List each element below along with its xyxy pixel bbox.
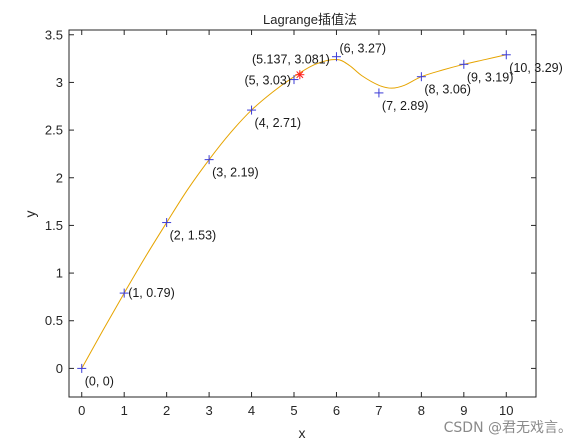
- y-tick-label: 0.5: [45, 313, 63, 328]
- y-tick-label: 2: [56, 170, 63, 185]
- x-tick-label: 7: [375, 403, 382, 418]
- data-point-marker: [119, 288, 129, 298]
- y-tick-label: 1.5: [45, 218, 63, 233]
- y-tick-label: 0: [56, 361, 63, 376]
- data-points-layer: [77, 50, 511, 373]
- data-point-label: (6, 3.27): [339, 42, 386, 56]
- point-labels-layer: (0, 0) (1, 0.79) (2, 1.53) (3, 2.19) (4, 2.7…: [85, 42, 563, 389]
- y-tick-label: 3.5: [45, 27, 63, 42]
- data-point-marker: [501, 50, 511, 60]
- query-point-marker: [295, 70, 305, 80]
- plot-area-frame: [68, 29, 537, 398]
- y-axis-label: y: [22, 211, 38, 218]
- watermark: CSDN @君无戏言。: [444, 420, 572, 436]
- data-point-label: (10, 3.29): [509, 61, 563, 75]
- data-point-label: (8, 3.06): [424, 83, 471, 97]
- y-tick-label: 3: [56, 75, 63, 90]
- data-point-marker: [162, 218, 172, 228]
- data-point-marker: [459, 59, 469, 69]
- data-point-marker: [331, 52, 341, 62]
- x-tick-label: 4: [248, 403, 255, 418]
- data-point-label: (1, 0.79): [128, 286, 175, 300]
- chart-title: Lagrange插值法: [263, 12, 357, 27]
- data-point-marker: [289, 75, 299, 85]
- data-point-label: (4, 2.71): [255, 116, 302, 130]
- data-point-label: (9, 3.19): [467, 70, 514, 84]
- interpolation-curve-layer: [81, 54, 507, 369]
- query-point-label: (5.137, 3.081): [252, 53, 330, 67]
- x-tick-label: 9: [460, 403, 467, 418]
- x-axis-label: x: [299, 425, 306, 441]
- x-tick-label: 10: [499, 403, 513, 418]
- data-point-label: (2, 1.53): [170, 229, 217, 243]
- x-tick-label: 6: [333, 403, 340, 418]
- x-tick-label: 2: [163, 403, 170, 418]
- y-tick-label: 1: [56, 266, 63, 281]
- axis-ticks: 0 1 2 3 4 5 6 7 8 9 10 0 0.5 1 1.5 2 2.5 3 3.5: [45, 27, 536, 418]
- data-point-label: (5, 3.03): [244, 74, 291, 88]
- lagrange-curve: [81, 54, 507, 369]
- data-point-marker: [77, 363, 87, 373]
- y-tick-label: 2.5: [45, 123, 63, 138]
- x-tick-label: 5: [290, 403, 297, 418]
- data-point-label: (7, 2.89): [382, 99, 429, 113]
- data-point-label: (0, 0): [85, 374, 114, 388]
- x-tick-label: 0: [78, 403, 85, 418]
- data-point-marker: [204, 155, 214, 165]
- x-tick-label: 8: [418, 403, 425, 418]
- data-point-label: (3, 2.19): [212, 166, 259, 180]
- x-tick-label: 3: [205, 403, 212, 418]
- data-point-marker: [247, 105, 257, 115]
- data-point-marker: [416, 72, 426, 82]
- data-point-marker: [374, 88, 384, 98]
- x-tick-label: 1: [121, 403, 128, 418]
